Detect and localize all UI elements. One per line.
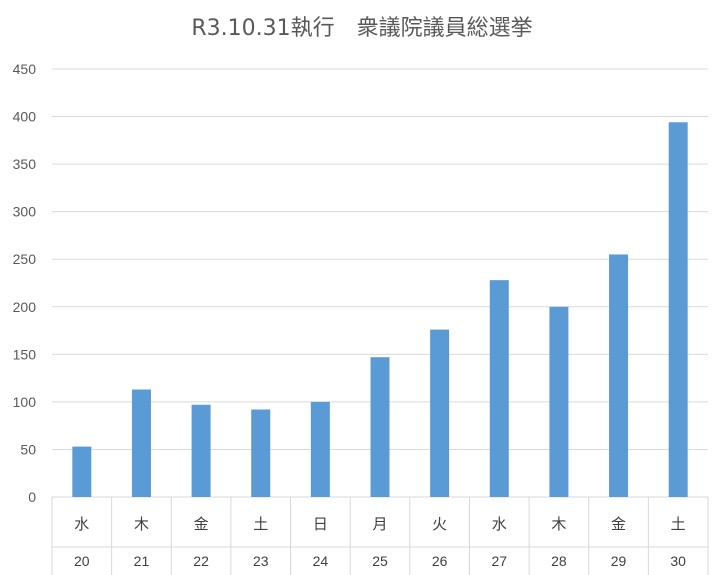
chart-title: R3.10.31執行 衆議院議員総選挙 bbox=[191, 16, 532, 41]
y-axis-ticks: 0 50 100 150 200 250 300 350 400 450 bbox=[13, 61, 37, 505]
x-tick-label-day: 20 bbox=[74, 553, 90, 569]
x-tick-label-weekday: 水 bbox=[74, 515, 89, 533]
bar bbox=[310, 401, 330, 497]
x-tick-label-day: 29 bbox=[611, 553, 627, 569]
x-tick-label-weekday: 水 bbox=[492, 515, 507, 533]
x-tick-label-day: 27 bbox=[491, 553, 507, 569]
x-tick-label-day: 26 bbox=[432, 553, 448, 569]
x-tick-label-weekday: 火 bbox=[432, 515, 447, 533]
x-tick-label-weekday: 日 bbox=[313, 515, 328, 533]
x-tick-label-day: 25 bbox=[372, 553, 388, 569]
x-tick-label-day: 21 bbox=[134, 553, 150, 569]
y-tick-label: 400 bbox=[13, 109, 37, 125]
y-tick-label: 300 bbox=[13, 204, 37, 220]
y-tick-label: 200 bbox=[13, 299, 37, 315]
bars bbox=[72, 122, 688, 498]
bar bbox=[251, 409, 271, 497]
x-tick-label-day: 28 bbox=[551, 553, 567, 569]
x-tick-label-weekday: 月 bbox=[372, 515, 387, 533]
y-tick-label: 100 bbox=[13, 394, 37, 410]
bar bbox=[131, 389, 151, 497]
x-tick-label-weekday: 金 bbox=[611, 515, 626, 533]
bar bbox=[72, 446, 92, 497]
x-axis: 水 20 木 21 金 22 土 23 日 24 月 25 火 26 水 27 木 28 金 29 土 30 bbox=[51, 497, 709, 575]
y-tick-label: 50 bbox=[20, 441, 36, 457]
bar bbox=[191, 404, 211, 497]
bar bbox=[370, 357, 390, 497]
y-tick-label: 150 bbox=[13, 346, 37, 362]
y-tick-label: 350 bbox=[13, 156, 37, 172]
x-tick-label-day: 30 bbox=[670, 553, 686, 569]
x-tick-label-weekday: 土 bbox=[671, 515, 686, 533]
x-tick-label-day: 23 bbox=[253, 553, 269, 569]
y-tick-label: 250 bbox=[13, 251, 37, 267]
y-tick-label: 450 bbox=[13, 61, 37, 77]
x-tick-label-weekday: 金 bbox=[194, 515, 209, 533]
x-tick-label-weekday: 土 bbox=[253, 515, 268, 533]
bar bbox=[668, 122, 688, 498]
x-tick-label-day: 22 bbox=[193, 553, 209, 569]
gridlines bbox=[52, 68, 708, 498]
y-tick-label: 0 bbox=[28, 489, 36, 505]
bar bbox=[489, 280, 509, 497]
x-tick-label-weekday: 木 bbox=[134, 515, 149, 533]
x-tick-label-day: 24 bbox=[313, 553, 329, 569]
bar bbox=[430, 329, 450, 497]
bar bbox=[549, 306, 569, 497]
bar bbox=[609, 254, 629, 497]
x-tick-label-weekday: 木 bbox=[551, 515, 566, 533]
